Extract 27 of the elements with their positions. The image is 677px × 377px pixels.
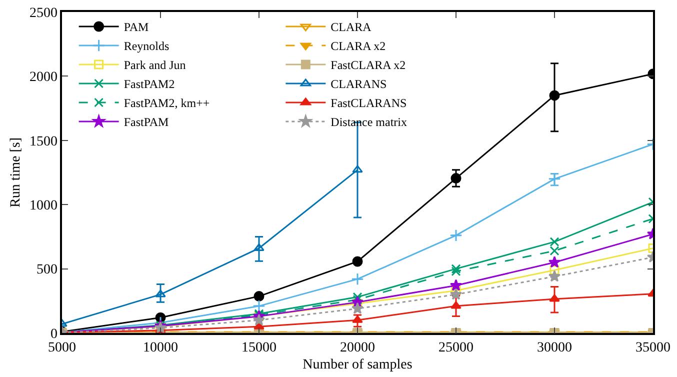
legend-label: FastPAM2, km++ — [124, 96, 210, 110]
y-tick-label: 2000 — [29, 70, 58, 86]
x-tick-label: 20000 — [340, 340, 375, 356]
x-axis-title: Number of samples — [302, 357, 412, 372]
y-tick-label: 1000 — [29, 198, 58, 214]
legend-label: FastPAM — [124, 115, 170, 130]
legend-label: CLARA x2 — [330, 39, 386, 54]
x-tick-label: 30000 — [537, 340, 572, 356]
x-tick-label: 25000 — [438, 340, 474, 356]
legend-label: Distance matrix — [330, 115, 407, 130]
x-tick-label: 10000 — [143, 340, 178, 356]
legend-label: Park and Jun — [124, 58, 186, 72]
legend-label: FastCLARANS — [330, 96, 407, 110]
y-tick-label: 500 — [36, 262, 58, 278]
y-tick-label: 1500 — [29, 134, 58, 150]
legend-label: CLARANS — [330, 77, 387, 92]
y-tick-label: 2500 — [29, 6, 58, 21]
legend-label: CLARA — [330, 20, 372, 34]
legend-label: PAM — [124, 20, 150, 34]
legend-label: FastPAM2 — [124, 77, 175, 92]
legend-label: Reynolds — [124, 39, 170, 54]
y-tick-label: 0 — [50, 326, 58, 342]
x-tick-label: 15000 — [242, 340, 276, 356]
x-tick-label: 35000 — [636, 340, 670, 356]
legend-label: FastCLARA x2 — [330, 58, 406, 72]
y-axis-title: Run time [s] — [8, 138, 24, 208]
x-tick-label: 5000 — [48, 340, 76, 356]
